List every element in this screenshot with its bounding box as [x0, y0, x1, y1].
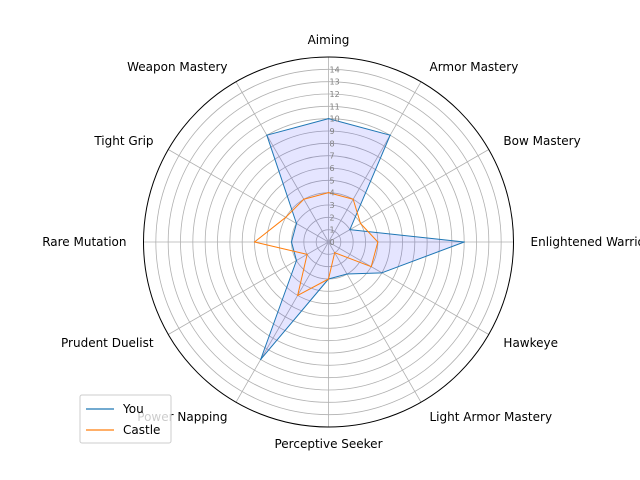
axis-label-8: Prudent Duelist: [61, 336, 154, 350]
series-1-point-5: [334, 252, 336, 254]
legend: You Castle: [79, 394, 172, 444]
grid-spoke-1: [328, 81, 422, 243]
series-0-point-9: [290, 241, 293, 243]
series-1-point-10: [285, 216, 287, 218]
series-1-point-4: [370, 266, 372, 268]
grid-spoke-11: [235, 81, 329, 243]
radial-tick-label: 14: [330, 65, 340, 74]
legend-frame: [79, 394, 172, 444]
radial-tick-label: 8: [330, 139, 335, 148]
series-1-point-3: [377, 241, 379, 243]
series-0-point-1: [389, 134, 391, 136]
radial-tick-label: 0: [330, 238, 335, 247]
series-1-point-1: [352, 198, 354, 200]
radial-tick-label: 7: [330, 152, 335, 161]
axis-label-11: Weapon Mastery: [127, 60, 227, 74]
axis-label-0: Aiming: [308, 33, 350, 47]
series-1-point-11: [303, 198, 305, 200]
grid-spoke-4: [328, 241, 489, 335]
radial-tick-label: 9: [330, 127, 335, 136]
grid-spoke-5: [328, 241, 422, 403]
series-1-point-8: [306, 253, 308, 255]
series-1-point-0: [327, 192, 330, 194]
radial-tick-label: 4: [330, 189, 335, 198]
series-1-point-7: [297, 294, 299, 297]
radial-tick-label: 13: [330, 78, 340, 87]
radial-tick-label: 12: [330, 90, 340, 99]
radial-tick-label: 10: [330, 115, 340, 124]
grid-spoke-2: [328, 149, 489, 243]
axis-label-6: Perceptive Seeker: [274, 437, 382, 451]
series-0-point-7: [260, 358, 262, 361]
radial-tick-label: 5: [330, 176, 335, 185]
radial-tick-label: 2: [330, 213, 335, 222]
legend-label-1: Castle: [123, 423, 160, 437]
axis-label-2: Bow Mastery: [503, 134, 580, 148]
series-0-point-8: [295, 259, 298, 262]
axis-label-3: Enlightened Warrior: [531, 235, 640, 249]
radial-tick-label: 1: [330, 226, 335, 235]
axis-label-5: Light Armor Mastery: [430, 410, 553, 424]
series-1-point-2: [359, 222, 362, 225]
series-1-point-9: [253, 241, 256, 243]
series-0-point-2: [349, 229, 351, 231]
series-0-point-11: [266, 134, 268, 136]
axis-label-9: Rare Mutation: [42, 235, 126, 249]
series-0-point-3: [463, 241, 465, 243]
legend-label-0: You: [122, 402, 144, 416]
axis-label-1: Armor Mastery: [430, 60, 519, 74]
grid-spoke-8: [168, 241, 329, 335]
axis-label-10: Tight Grip: [93, 134, 153, 148]
series-0-point-0: [327, 118, 330, 120]
radial-tick-label: 3: [330, 201, 335, 210]
grid-spoke-7: [235, 241, 329, 403]
series-0-point-10: [295, 222, 298, 225]
radial-tick-label: 11: [330, 102, 340, 111]
grid-spoke-10: [168, 149, 329, 243]
radial-tick-label: 6: [330, 164, 335, 173]
axis-label-4: Hawkeye: [503, 336, 558, 350]
polar-frame: [143, 56, 514, 428]
series-0-point-5: [346, 273, 348, 275]
series-1-point-6: [327, 278, 330, 280]
series-0-point-4: [381, 272, 383, 274]
